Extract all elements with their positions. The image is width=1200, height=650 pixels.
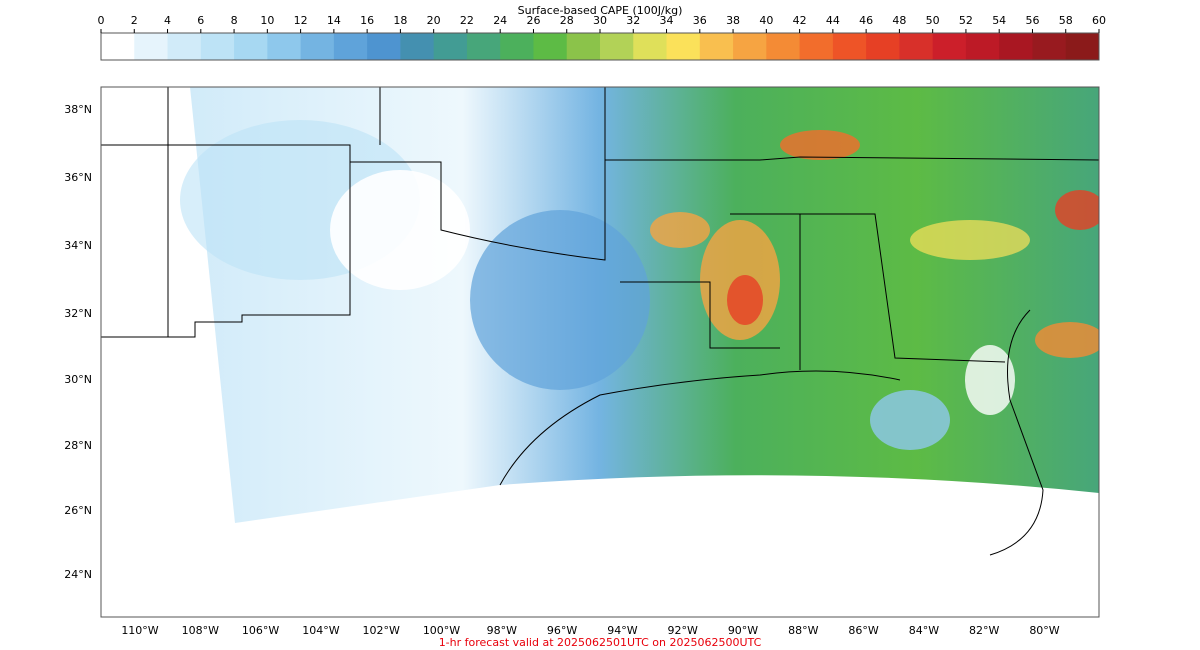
lon-label: 104°W — [302, 624, 339, 637]
colorbar-tick-label: 40 — [759, 14, 773, 27]
colorbar-tick-label: 48 — [892, 14, 906, 27]
colorbar-segment — [566, 33, 601, 60]
colorbar-tick-label: 50 — [926, 14, 940, 27]
colorbar-segment — [367, 33, 401, 60]
colorbar-tick-label: 30 — [593, 14, 607, 27]
colorbar-tick-label: 24 — [493, 14, 507, 27]
colorbar-segment — [932, 33, 967, 60]
lat-label: 30°N — [64, 373, 92, 386]
colorbar-tick-label: 8 — [231, 14, 238, 27]
colorbar-segment — [333, 33, 368, 60]
colorbar-segment — [400, 33, 435, 60]
colorbar-tick-label: 42 — [793, 14, 807, 27]
colorbar-tick-label: 46 — [859, 14, 873, 27]
colorbar-tick-label: 6 — [197, 14, 204, 27]
lat-label: 34°N — [64, 239, 92, 252]
colorbar-segment — [600, 33, 634, 60]
colorbar-segment — [101, 33, 135, 60]
colorbar-segment — [134, 33, 169, 60]
lon-label: 86°W — [848, 624, 878, 637]
colorbar-segment — [866, 33, 900, 60]
colorbar-tick-label: 28 — [560, 14, 574, 27]
colorbar-tick-label: 22 — [460, 14, 474, 27]
lon-label: 92°W — [668, 624, 698, 637]
lon-label: 88°W — [788, 624, 818, 637]
colorbar-segment — [832, 33, 867, 60]
colorbar-segment — [267, 33, 302, 60]
colorbar-segment — [699, 33, 734, 60]
map-axes: 38°N 36°N 34°N 32°N 30°N 28°N 26°N 24°N 110°W 108… — [64, 103, 1060, 637]
lon-label: 100°W — [423, 624, 460, 637]
lon-label: 94°W — [607, 624, 637, 637]
colorbar-tick-label: 20 — [427, 14, 441, 27]
colorbar-tick-label: 10 — [260, 14, 274, 27]
footer: 1-hr forecast valid at 2025062501UTC on … — [439, 636, 762, 649]
lat-label: 28°N — [64, 439, 92, 452]
colorbar-tick-label: 36 — [693, 14, 707, 27]
colorbar-tick-label: 2 — [131, 14, 138, 27]
colorbar-tick-label: 32 — [626, 14, 640, 27]
lon-label: 96°W — [547, 624, 577, 637]
lon-label: 82°W — [969, 624, 999, 637]
lat-label: 36°N — [64, 171, 92, 184]
colorbar-segment — [167, 33, 202, 60]
lat-label: 38°N — [64, 103, 92, 116]
lon-label: 98°W — [487, 624, 517, 637]
colorbar-tick-label: 14 — [327, 14, 341, 27]
lon-label: 110°W — [121, 624, 158, 637]
colorbar-segment — [965, 33, 1000, 60]
lon-label: 90°W — [728, 624, 758, 637]
colorbar-tick-label: 54 — [992, 14, 1006, 27]
colorbar-tick-label: 60 — [1092, 14, 1106, 27]
colorbar-segment — [234, 33, 268, 60]
colorbar-segment — [899, 33, 934, 60]
lat-label: 24°N — [64, 568, 92, 581]
colorbar-segment — [500, 33, 534, 60]
colorbar-tick-label: 52 — [959, 14, 973, 27]
colorbar-segment — [633, 33, 668, 60]
lat-label: 26°N — [64, 504, 92, 517]
colorbar-segment — [1032, 33, 1067, 60]
lon-label: 84°W — [909, 624, 939, 637]
colorbar-tick-label: 38 — [726, 14, 740, 27]
colorbar-label: Surface-based CAPE (100J/kg) — [518, 4, 683, 17]
lon-label: 80°W — [1029, 624, 1059, 637]
lon-label: 106°W — [242, 624, 279, 637]
colorbar-segment — [300, 33, 335, 60]
colorbar-segment — [999, 33, 1033, 60]
colorbar-segment — [799, 33, 834, 60]
colorbar-tick-label: 12 — [294, 14, 308, 27]
colorbar-tick-label: 26 — [526, 14, 540, 27]
colorbar-tick-label: 44 — [826, 14, 840, 27]
colorbar-tick-label: 34 — [660, 14, 674, 27]
map-frame — [100, 86, 1100, 618]
map-field — [101, 87, 1099, 556]
colorbar-segment — [1065, 33, 1100, 60]
colorbar-tick-label: 18 — [393, 14, 407, 27]
colorbar-segment — [533, 33, 568, 60]
colorbar-segment — [200, 33, 235, 60]
lon-label: 108°W — [182, 624, 219, 637]
colorbar-tick-label: 4 — [164, 14, 171, 27]
colorbar-segment — [766, 33, 801, 60]
colorbar-segment — [466, 33, 501, 60]
colorbar-tick-label: 56 — [1025, 14, 1039, 27]
colorbar-segment — [733, 33, 767, 60]
colorbar-segment — [433, 33, 468, 60]
colorbar: 0 2 4 6 8 10 12 14 16 18 20 22 24 26 28 30 32 34 36 38 40 42 4… — [98, 14, 1106, 61]
colorbar-segment — [666, 33, 701, 60]
colorbar-tick-label: 16 — [360, 14, 374, 27]
colorbar-tick-label: 58 — [1059, 14, 1073, 27]
lat-label: 32°N — [64, 307, 92, 320]
colorbar-tick-label: 0 — [98, 14, 105, 27]
lon-label: 102°W — [363, 624, 400, 637]
